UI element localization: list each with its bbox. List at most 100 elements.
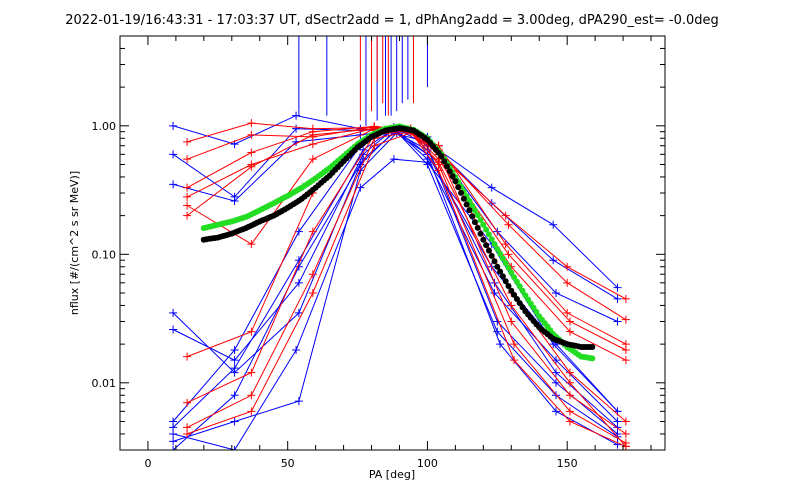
plus-marker-red: [565, 417, 574, 426]
fit-point-black: [444, 163, 450, 170]
plus-marker-red: [621, 315, 630, 324]
plus-marker-red: [247, 391, 256, 400]
plus-marker-red: [183, 352, 192, 361]
plus-marker-red: [507, 317, 516, 326]
plus-marker-blue: [230, 196, 239, 205]
series-red-15: [183, 124, 630, 426]
plus-marker-red: [621, 346, 630, 355]
plus-marker-blue: [613, 440, 622, 449]
plus-marker-blue: [294, 397, 303, 406]
plus-marker-red: [565, 378, 574, 387]
plus-marker-red: [565, 317, 574, 326]
fit-point-green: [477, 217, 484, 223]
plus-marker-red: [621, 429, 630, 438]
plus-marker-red: [434, 166, 443, 175]
plus-marker-blue: [169, 325, 178, 334]
plus-marker-blue: [496, 340, 505, 349]
fit-point-black: [485, 247, 492, 254]
plus-marker-blue: [294, 278, 303, 287]
plus-marker-red: [565, 327, 574, 336]
plus-marker-blue: [549, 256, 558, 265]
plus-marker-red: [308, 130, 317, 139]
plus-marker-blue: [169, 446, 178, 450]
plus-marker-blue: [230, 391, 239, 400]
plus-marker-red: [183, 155, 192, 164]
plus-marker-red: [308, 288, 317, 297]
fit-point-black: [499, 273, 506, 280]
fit-point-black: [471, 219, 478, 226]
x-tick-label: 100: [417, 457, 438, 470]
fit-point-green: [505, 264, 512, 271]
fit-point-black: [446, 168, 453, 175]
plus-marker-red: [565, 391, 574, 400]
plus-marker-red: [504, 220, 513, 229]
plus-marker-blue: [423, 158, 432, 167]
series-line-red-12: [186, 125, 627, 345]
fit-point-black: [474, 224, 481, 231]
fit-point-black: [483, 242, 490, 249]
y-axis-label: nflux [#/(cm^2 s sr MeV)]: [68, 171, 81, 315]
fit-point-green: [471, 207, 478, 214]
plus-marker-blue: [490, 288, 499, 297]
plus-marker-red: [563, 262, 572, 271]
plus-marker-blue: [230, 417, 239, 426]
plus-marker-red: [308, 227, 317, 236]
plus-marker-red: [247, 148, 256, 157]
x-tick-label: 50: [281, 457, 295, 470]
series-blue-1: [169, 124, 622, 303]
fit-point-black: [463, 201, 470, 208]
y-tick-label: 1.00: [92, 120, 117, 133]
plus-marker-blue: [169, 150, 178, 159]
fit-point-green: [511, 274, 518, 281]
plus-marker-red: [183, 137, 192, 146]
plus-marker-red: [501, 240, 510, 249]
plus-marker-red: [510, 340, 519, 349]
plus-marker-red: [183, 211, 192, 220]
plus-marker-red: [563, 308, 572, 317]
series-red-13: [183, 124, 630, 355]
fit-point-green: [508, 269, 515, 276]
fit-point-black: [497, 268, 504, 275]
plus-marker-blue: [230, 364, 239, 373]
plus-marker-blue: [292, 346, 301, 355]
plus-marker-blue: [549, 220, 558, 229]
plus-marker-blue: [169, 180, 178, 189]
series-line-blue-1: [172, 128, 618, 300]
fit-point-green: [483, 226, 490, 233]
plus-marker-blue: [169, 121, 178, 130]
plus-marker-blue: [292, 111, 301, 120]
fit-point-green: [480, 221, 487, 228]
fit-point-black: [466, 207, 473, 214]
fit-point-green: [469, 202, 476, 209]
plus-marker-blue: [552, 368, 560, 377]
fit-point-black: [452, 178, 459, 185]
plus-marker-blue: [169, 308, 178, 317]
y-tick-label: 0.01: [92, 377, 117, 390]
chart-title: 2022-01-19/16:43:31 - 17:03:37 UT, dSect…: [65, 13, 719, 28]
series-line-red-16: [186, 128, 627, 435]
plus-marker-red: [501, 211, 510, 220]
plus-marker-red: [247, 240, 256, 249]
fit-point-black: [589, 344, 596, 350]
fit-point-green: [494, 246, 501, 252]
fit-point-black: [460, 195, 467, 202]
fit-point-green: [474, 212, 481, 219]
plus-marker-blue: [230, 446, 239, 450]
data-layer: [169, 36, 630, 450]
plus-marker-red: [621, 417, 630, 426]
plus-marker-blue: [230, 346, 239, 355]
fit-point-black: [480, 236, 487, 243]
plus-marker-blue: [493, 327, 502, 336]
plus-marker-red: [565, 407, 574, 416]
fit-point-green: [513, 278, 520, 285]
fit-point-black: [441, 158, 448, 165]
series-red-17: [183, 126, 630, 448]
plus-marker-blue: [389, 155, 398, 164]
plus-marker-red: [247, 119, 256, 128]
fit-point-black: [488, 252, 495, 259]
plus-marker-red: [247, 162, 256, 171]
plus-marker-red: [247, 130, 256, 139]
plus-marker-blue: [487, 183, 496, 192]
series-line-blue-7: [172, 129, 618, 450]
